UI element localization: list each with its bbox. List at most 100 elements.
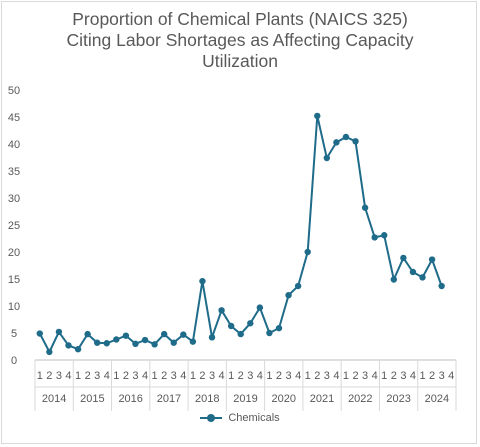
x-quarter-label: 3 — [94, 370, 100, 382]
y-tick-label: 50 — [8, 85, 20, 97]
data-point — [141, 336, 149, 344]
x-quarter-label: 4 — [410, 370, 416, 382]
data-point — [199, 277, 206, 285]
x-quarter-label: 2 — [352, 370, 358, 382]
x-quarter-label: 3 — [56, 370, 62, 382]
data-point — [36, 330, 43, 337]
data-point — [438, 282, 445, 290]
data-point — [352, 138, 359, 145]
x-quarter-label: 1 — [152, 370, 158, 382]
data-point — [361, 204, 369, 211]
data-point — [132, 340, 139, 347]
data-point — [304, 248, 311, 256]
data-point — [371, 234, 378, 241]
x-year-label: 2023 — [386, 393, 410, 405]
data-point — [285, 292, 292, 299]
y-tick-label: 15 — [8, 274, 20, 286]
x-year-label: 2016 — [118, 393, 142, 405]
data-point — [323, 154, 331, 162]
data-point — [84, 330, 91, 338]
data-point — [93, 339, 101, 346]
x-quarter-label: 2 — [123, 370, 129, 382]
data-point — [409, 268, 417, 276]
x-quarter-label: 1 — [37, 370, 43, 382]
data-point — [247, 320, 254, 327]
data-point — [266, 329, 273, 337]
data-point — [208, 334, 216, 341]
x-quarter-label: 4 — [142, 370, 148, 382]
x-quarter-label: 2 — [46, 370, 52, 382]
data-point — [160, 330, 168, 338]
x-year-label: 2018 — [195, 393, 219, 405]
x-quarter-label: 3 — [362, 370, 368, 382]
data-point — [189, 338, 197, 345]
x-quarter-label: 4 — [180, 370, 186, 382]
x-quarter-label: 1 — [113, 370, 119, 382]
x-quarter-label: 4 — [257, 370, 263, 382]
x-quarter-label: 1 — [419, 370, 425, 382]
x-quarter-label: 3 — [132, 370, 138, 382]
x-year-label: 2019 — [233, 393, 257, 405]
x-quarter-label: 4 — [104, 370, 110, 382]
data-point — [381, 232, 388, 239]
x-quarter-label: 1 — [228, 370, 234, 382]
x-quarter-label: 2 — [238, 370, 244, 382]
x-quarter-label: 1 — [266, 370, 272, 382]
x-quarter-label: 1 — [305, 370, 311, 382]
x-quarter-label: 4 — [65, 370, 71, 382]
y-tick-label: 40 — [8, 139, 20, 151]
x-quarter-label: 4 — [372, 370, 378, 382]
chart-title-line-3: Utilization — [202, 51, 278, 71]
chart-title-line-1: Proportion of Chemical Plants (NAICS 325… — [72, 9, 408, 29]
legend-marker-chemicals — [200, 414, 223, 422]
x-quarter-label: 4 — [333, 370, 339, 382]
data-point — [103, 340, 110, 347]
x-quarter-label: 3 — [324, 370, 330, 382]
x-quarter-label: 1 — [381, 370, 387, 382]
chart-title-line-2: Citing Labor Shortages as Affecting Capa… — [66, 30, 414, 50]
y-tick-label: 35 — [8, 166, 20, 178]
x-year-label: 2020 — [272, 393, 296, 405]
chart-legend: Chemicals — [0, 412, 480, 425]
data-point — [275, 324, 283, 332]
data-point — [419, 274, 426, 281]
x-quarter-label: 2 — [161, 370, 167, 382]
x-year-label: 2014 — [42, 393, 66, 405]
x-quarter-label: 3 — [400, 370, 406, 382]
x-quarter-label: 3 — [247, 370, 253, 382]
data-point — [400, 254, 407, 262]
x-quarter-label: 3 — [209, 370, 215, 382]
data-point — [65, 342, 72, 349]
y-tick-label: 20 — [8, 247, 20, 259]
x-quarter-label: 4 — [295, 370, 301, 382]
x-quarter-label: 1 — [75, 370, 81, 382]
data-point — [218, 307, 225, 314]
x-year-label: 2017 — [157, 393, 181, 405]
data-point — [342, 133, 350, 141]
data-point — [294, 282, 302, 290]
x-year-label: 2022 — [348, 393, 372, 405]
y-tick-label: 45 — [8, 112, 20, 124]
x-quarter-label: 3 — [285, 370, 291, 382]
x-quarter-label: 2 — [391, 370, 397, 382]
y-tick-label: 5 — [11, 328, 17, 340]
x-year-label: 2015 — [80, 393, 104, 405]
data-point — [428, 256, 436, 263]
data-point — [314, 112, 321, 120]
y-tick-label: 25 — [8, 220, 20, 232]
x-quarter-label: 3 — [171, 370, 177, 382]
x-quarter-label: 2 — [199, 370, 205, 382]
chart-title: Proportion of Chemical Plants (NAICS 325… — [0, 9, 480, 72]
data-point — [256, 304, 264, 311]
legend-label-chemicals: Chemicals — [228, 412, 280, 424]
data-point — [180, 331, 187, 338]
x-year-label: 2024 — [425, 393, 449, 405]
data-point — [227, 322, 235, 330]
data-point — [333, 139, 340, 146]
data-point — [237, 330, 244, 338]
x-quarter-label: 2 — [429, 370, 435, 382]
x-quarter-label: 1 — [343, 370, 349, 382]
x-quarter-label: 4 — [219, 370, 225, 382]
